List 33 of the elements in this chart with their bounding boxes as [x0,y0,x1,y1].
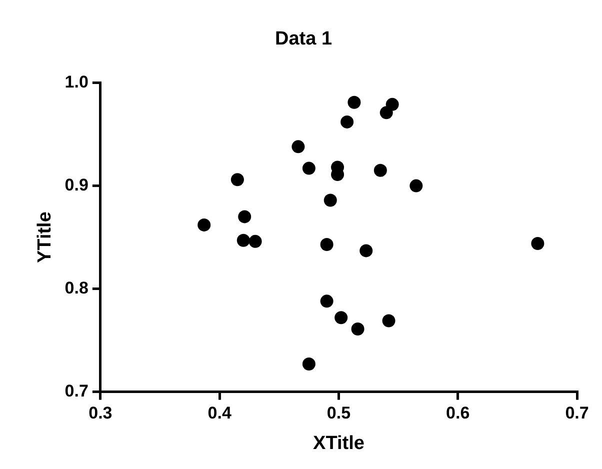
point [334,311,348,324]
x-tick-label: 0.7 [565,404,589,423]
point [348,96,361,109]
point [320,294,334,308]
chart-title: Data 1 [274,28,332,50]
y-tick-label: 0.8 [64,278,88,298]
x-tick-label: 0.6 [446,404,470,423]
point [238,210,252,224]
point [360,244,373,258]
x-axis-title: XTitle [313,432,364,454]
point [374,164,387,177]
y-axis-title: YTitle [34,212,56,263]
point [230,173,244,186]
point [531,236,544,250]
x-tick-label: 0.5 [326,404,351,423]
point [302,162,316,175]
point [292,140,305,154]
point [236,234,250,247]
y-tick-label: 1.0 [64,72,88,92]
point [351,322,364,336]
y-tick-label: 0.7 [64,381,88,400]
point [324,194,337,207]
x-tick-label: 0.4 [208,404,232,423]
point [248,234,262,248]
point [410,179,423,192]
x-tick-label: 0.3 [88,404,112,423]
point [380,106,393,120]
point [198,218,211,232]
y-tick-label: 0.9 [64,175,88,194]
point [382,314,396,328]
point [302,357,316,370]
point [340,115,354,128]
point [320,238,334,252]
